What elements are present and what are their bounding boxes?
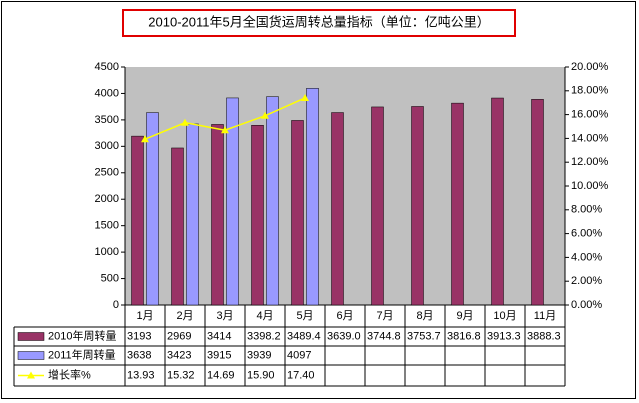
x-tick-label: 10月 (493, 310, 516, 322)
table-value: 3414 (207, 330, 231, 342)
table-value: 15.90 (247, 369, 275, 381)
y2-tick-label: 2.00% (571, 275, 602, 287)
y-tick-label: 1500 (95, 220, 119, 232)
line-marker (261, 111, 269, 119)
table-value: 17.40 (287, 369, 315, 381)
y2-tick-label: 14.00% (571, 132, 609, 144)
line-marker (221, 126, 229, 134)
y-tick-label: 3500 (95, 114, 119, 126)
bar (371, 106, 384, 306)
y2-tick-label: 20.00% (571, 61, 609, 73)
chart-title: 2010-2011年5月全国货运周转总量指标（单位：亿吨公里） (148, 14, 489, 29)
y2-tick-label: 8.00% (571, 204, 602, 216)
bar (266, 96, 279, 306)
y2-tick-label: 0.00% (571, 299, 602, 311)
line-marker (301, 93, 309, 101)
bar (186, 123, 199, 306)
y2-tick-label: 18.00% (571, 85, 609, 97)
table-value: 3744.8 (367, 330, 401, 342)
y-tick-label: 0 (113, 299, 119, 311)
y-tick-label: 4000 (95, 87, 119, 99)
y-tick-label: 2000 (95, 193, 119, 205)
legend-label: 增长率% (48, 367, 91, 381)
bar (411, 106, 424, 306)
table-value: 3888.3 (527, 330, 561, 342)
bar (531, 99, 544, 306)
y-tick-label: 4500 (95, 61, 119, 73)
x-tick-label: 5月 (296, 310, 313, 322)
table-value: 3398.2 (247, 330, 281, 342)
bar (211, 124, 224, 306)
x-tick-label: 2月 (176, 310, 193, 322)
table-value: 13.93 (127, 369, 155, 381)
table-value: 3753.7 (407, 330, 441, 342)
y-tick-label: 1000 (95, 246, 119, 258)
legend-label: 2010年周转量 (48, 328, 116, 342)
y-tick-label: 2500 (95, 167, 119, 179)
bar (251, 125, 264, 306)
bar (306, 88, 319, 306)
table-value: 3913.3 (487, 330, 521, 342)
bar (146, 112, 159, 306)
title-box (122, 9, 516, 37)
x-tick-label: 7月 (376, 310, 393, 322)
table-value: 3423 (167, 349, 191, 361)
table-value: 3489.4 (287, 330, 321, 342)
legend-key (17, 332, 45, 341)
x-tick-label: 1月 (136, 310, 153, 322)
legend-key (27, 371, 35, 379)
legend-label: 2011年周转量 (48, 347, 116, 361)
bar (226, 97, 239, 306)
table-value: 3915 (207, 349, 231, 361)
y2-tick-label: 10.00% (571, 180, 609, 192)
y-tick-label: 500 (101, 272, 119, 284)
y-tick-label: 3000 (95, 140, 119, 152)
y2-tick-label: 16.00% (571, 109, 609, 121)
bar (331, 112, 344, 306)
bar (451, 102, 464, 306)
x-tick-label: 8月 (416, 310, 433, 322)
table-value: 15.32 (167, 369, 195, 381)
y2-tick-label: 4.00% (571, 251, 602, 263)
x-tick-label: 11月 (534, 310, 556, 322)
table-value: 3193 (127, 330, 151, 342)
y2-tick-label: 6.00% (571, 228, 602, 240)
bar (131, 135, 144, 306)
table-value: 3816.8 (447, 330, 481, 342)
table-value: 2969 (167, 330, 191, 342)
y2-tick-label: 12.00% (571, 156, 609, 168)
x-tick-label: 6月 (336, 310, 353, 322)
bar (491, 97, 504, 306)
x-tick-label: 4月 (256, 310, 273, 322)
table-value: 4097 (287, 349, 311, 361)
x-tick-label: 9月 (456, 310, 473, 322)
table-value: 3939 (247, 349, 271, 361)
line-marker (141, 135, 149, 143)
bar (171, 147, 184, 306)
table-value: 3639.0 (327, 330, 361, 342)
table-value: 3638 (127, 349, 151, 361)
x-tick-label: 3月 (216, 310, 233, 322)
table-value: 14.69 (207, 369, 235, 381)
line-marker (181, 118, 189, 126)
bar (291, 120, 304, 306)
legend-key (17, 351, 45, 360)
